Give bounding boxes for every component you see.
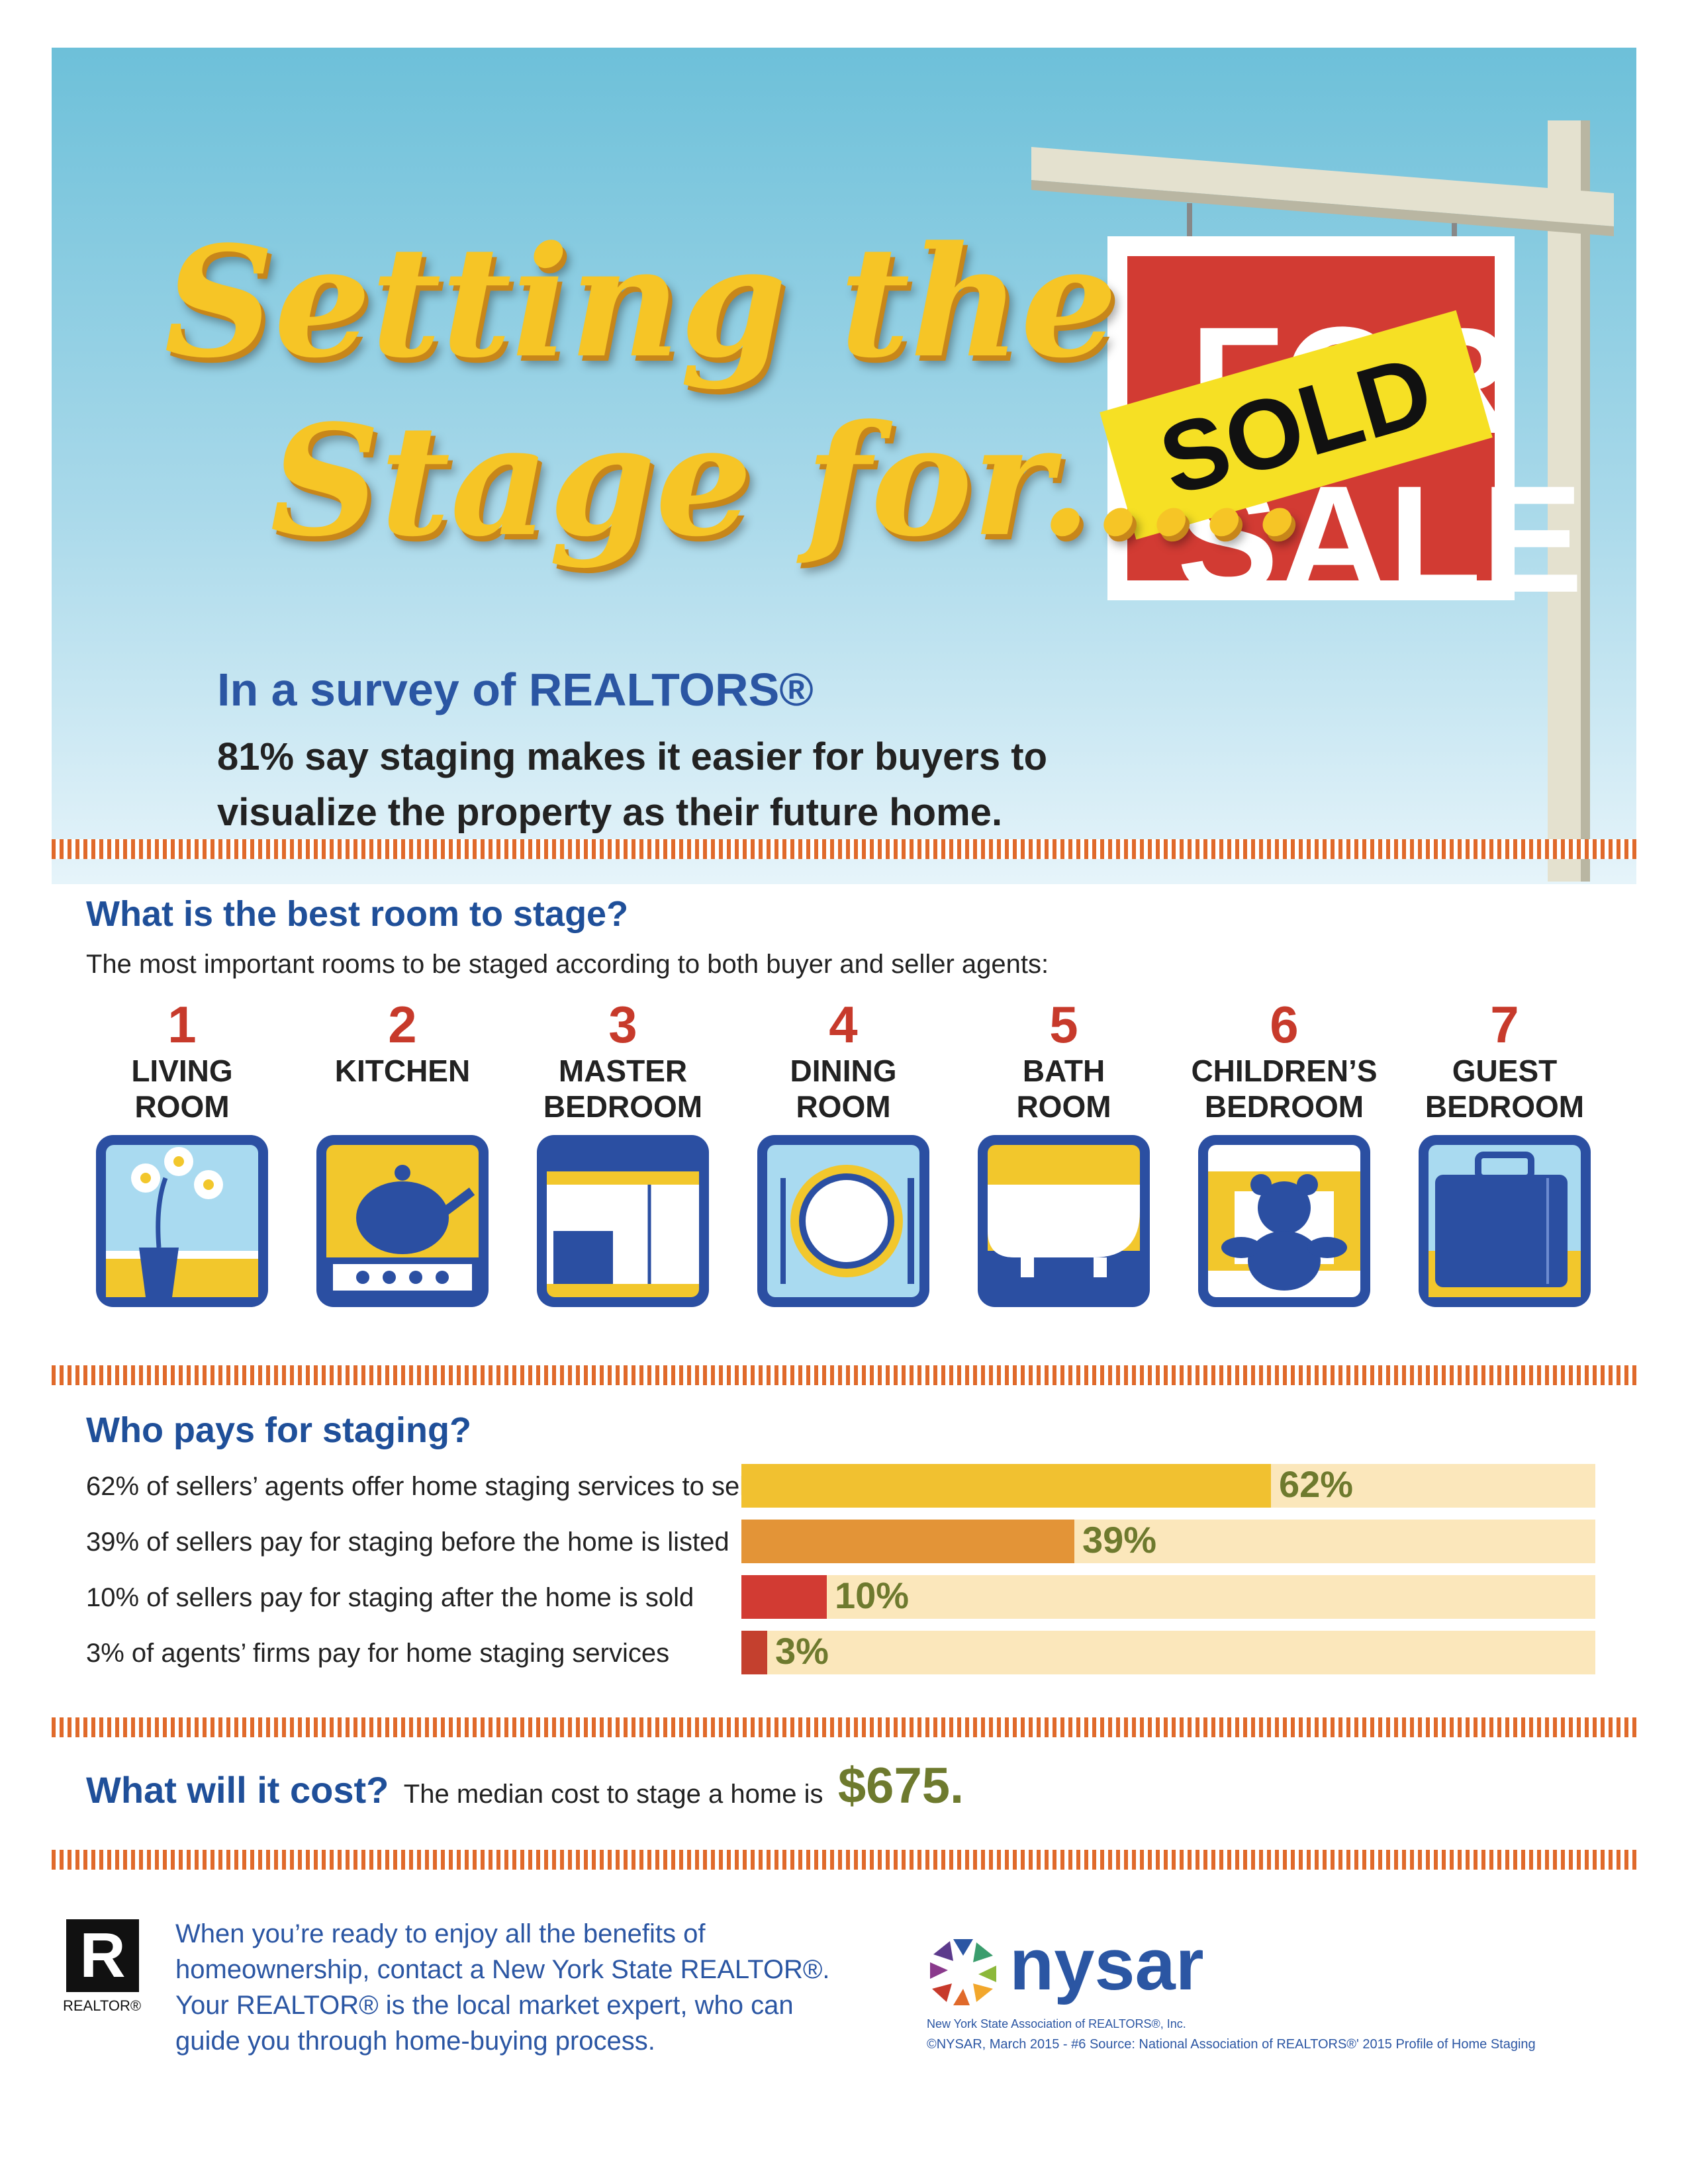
room-rank: 5 [1049,995,1078,1054]
title-line1: Setting the [164,213,1118,392]
footer-text: When you’re ready to enjoy all the benef… [175,1919,830,2056]
room-2: 2 KITCHEN [306,996,498,1089]
divider [52,839,1636,859]
bar [741,1631,767,1674]
room-label: GUEST BEDROOM [1425,1054,1585,1124]
bar-track [741,1575,1595,1619]
bed-icon [537,1135,709,1307]
divider [52,1365,1636,1385]
room-rank: 6 [1270,995,1299,1054]
bar [741,1464,1271,1508]
bar-label: 10% of sellers pay for staging after the… [86,1583,694,1612]
bar-value-label: 3% [775,1630,829,1672]
cost-row: What will it cost? The median cost to st… [86,1757,964,1815]
room-label: BATH ROOM [1016,1054,1111,1124]
cost-heading: What will it cost? [86,1769,389,1811]
rooms-subtext: The most important rooms to be staged ac… [86,950,1049,979]
room-1: 1 LIVING ROOM [86,996,278,1124]
realtor-label: REALTOR® [63,1997,142,2014]
bar [741,1520,1074,1563]
divider [52,1717,1636,1737]
room-3: 3 MASTER BEDROOM [527,996,719,1124]
room-6: 6 CHILDREN’S BEDROOM [1188,996,1380,1124]
room-rank: 2 [388,995,417,1054]
bar [741,1575,827,1619]
room-rank: 7 [1490,995,1519,1054]
nysar-full-name: New York State Association of REALTORS®,… [927,2017,1186,2030]
hero-banner: FOR SALE SOLD Setting the Stage for.....… [52,48,1636,884]
room-label: DINING ROOM [790,1054,897,1124]
bar-label: 3% of agents’ firms pay for home staging… [86,1639,670,1668]
room-label: LIVING ROOM [131,1054,233,1124]
title-line2: Stage for..... [270,392,1304,570]
bathtub-icon [978,1135,1150,1307]
divider [52,1850,1636,1870]
room-label: KITCHEN [334,1054,471,1088]
bar-label: 62% of sellers’ agents offer home stagin… [86,1472,788,1501]
cost-value: $675. [837,1758,964,1814]
flower-pot-icon [96,1135,268,1307]
room-rank: 4 [829,995,858,1054]
bar-label: 39% of sellers pay for staging before th… [86,1527,729,1557]
nysar-name: nysar [1009,1924,1204,2005]
room-4: 4 DINING ROOM [747,996,939,1124]
survey-text: 81% say staging makes it easier for buye… [217,735,1047,834]
plate-icon [757,1135,929,1307]
room-5: 5 BATH ROOM [968,996,1160,1124]
room-label: CHILDREN’S BEDROOM [1191,1054,1378,1124]
chart-title: Who pays for staging? [86,1410,472,1450]
cost-text: The median cost to stage a home is [403,1780,823,1809]
nysar-logo-icon [930,1939,996,2005]
rooms-heading: What is the best room to stage? [86,894,629,934]
teddy-bear-icon [1198,1135,1370,1307]
survey-heading: In a survey of REALTORS® [217,664,814,715]
room-rank: 1 [167,995,197,1054]
realtor-logo-icon: R [66,1919,139,1992]
credit-text: ©NYSAR, March 2015 - #6 Source: National… [927,2037,1536,2052]
bar-value-label: 39% [1082,1519,1157,1561]
teapot-icon [316,1135,489,1307]
bar-track [741,1631,1595,1674]
bar-value-label: 62% [1279,1463,1354,1505]
suitcase-icon [1419,1135,1591,1307]
room-7: 7 GUEST BEDROOM [1409,996,1601,1124]
room-rank: 3 [608,995,637,1054]
room-label: MASTER BEDROOM [543,1054,703,1124]
bar-value-label: 10% [835,1574,910,1616]
